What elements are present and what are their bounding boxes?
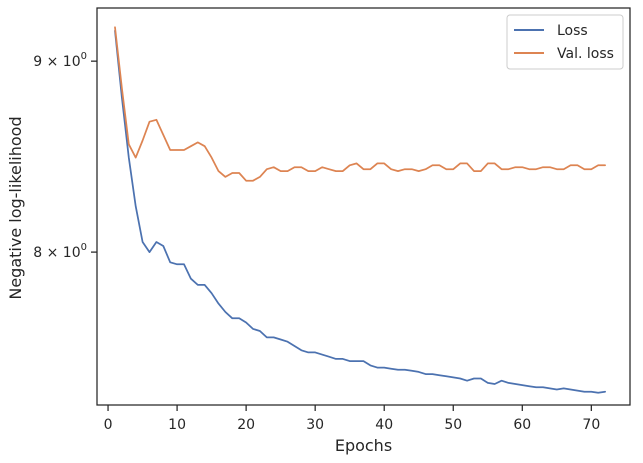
series-line-loss xyxy=(114,29,606,394)
x-tick-label: 70 xyxy=(582,417,600,433)
x-tick-label: 0 xyxy=(104,417,113,433)
series-line-val-loss xyxy=(114,26,606,182)
legend-box xyxy=(506,14,624,70)
legend-val-loss-label: Val. loss xyxy=(557,46,614,62)
y-tick-label: 9 × 100 xyxy=(33,51,87,70)
plot-frame xyxy=(96,7,631,406)
x-tick-label: 40 xyxy=(375,417,393,433)
legend-loss-label: Loss xyxy=(557,23,588,39)
y-axis-label: Negative log-likelihood xyxy=(6,116,25,299)
x-tick-label: 60 xyxy=(513,417,531,433)
y-tick-label: 8 × 100 xyxy=(33,242,87,261)
x-tick-label: 30 xyxy=(306,417,324,433)
x-axis-label: Epochs xyxy=(335,436,392,455)
tick-layer: 0 10 20 30 40 50 60 70 8 × 100 9 × 100 xyxy=(33,51,600,433)
x-tick-label: 10 xyxy=(168,417,186,433)
x-tick-label: 50 xyxy=(444,417,462,433)
series-layer xyxy=(114,26,606,394)
legend: Loss Val. loss xyxy=(506,14,624,70)
plot-area xyxy=(97,8,630,405)
x-tick-label: 20 xyxy=(237,417,255,433)
